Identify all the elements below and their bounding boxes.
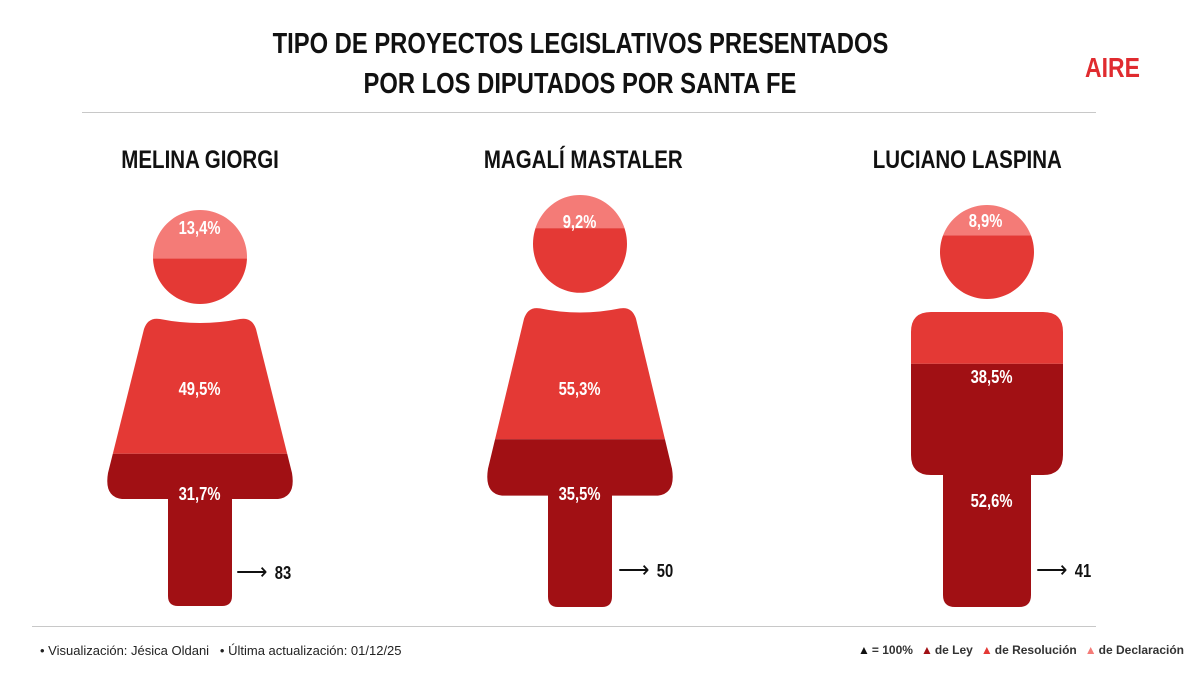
legend-resolucion: ▲ de Resolución <box>980 643 1077 657</box>
footer: • Visualización: Jésica Oldani • Última … <box>40 643 402 658</box>
ley-segment <box>107 453 293 606</box>
ley-label: 35,5% <box>559 484 601 504</box>
bottom-divider <box>32 626 1096 627</box>
resolucion-label: 49,5% <box>179 379 221 399</box>
total-count: ⟶ 50 <box>618 557 673 582</box>
legend: ▲ = 100% ▲ de Ley ▲ de Resolución ▲ de Decla… <box>858 643 1184 657</box>
person-name: LUCIANO LASPINA <box>872 146 1062 174</box>
resolucion-label: 38,5% <box>971 367 1013 387</box>
person-icon: ▲ <box>858 643 870 657</box>
credit: • Visualización: Jésica Oldani <box>40 643 210 658</box>
resolucion-segment <box>487 228 673 440</box>
legend-ley: ▲ de Ley <box>920 643 973 657</box>
ley-label: 52,6% <box>971 491 1013 511</box>
title-line-2: POR LOS DIPUTADOS POR SANTA FE <box>363 68 797 100</box>
declaracion-label: 8,9% <box>969 211 1003 231</box>
person-icon: ▲ <box>1084 643 1097 657</box>
aire-logo: AIRE <box>1084 52 1140 83</box>
ley-segment <box>487 439 673 608</box>
person-icon: ▲ <box>920 643 933 657</box>
top-divider <box>82 112 1096 113</box>
person-figure <box>911 205 1063 607</box>
person-figure <box>107 210 293 606</box>
title-line-1: TIPO DE PROYECTOS LEGISLATIVOS PRESENTAD… <box>272 28 888 60</box>
person-name: MELINA GIORGI <box>121 146 279 174</box>
resolucion-segment <box>911 235 1063 364</box>
total-count: ⟶ 41 <box>1036 557 1091 582</box>
person-figure <box>487 194 673 608</box>
resolucion-label: 55,3% <box>559 379 601 399</box>
legend-declaracion: ▲ de Declaración <box>1084 643 1185 657</box>
total-count: ⟶ 83 <box>236 559 291 584</box>
legend-full: ▲ = 100% <box>858 643 913 657</box>
ley-label: 31,7% <box>179 484 221 504</box>
resolucion-segment <box>107 258 293 454</box>
person-name: MAGALÍ MASTALER <box>483 146 683 174</box>
declaracion-label: 13,4% <box>179 218 221 238</box>
person-icon: ▲ <box>980 643 993 657</box>
declaracion-label: 9,2% <box>563 212 597 232</box>
last-updated: • Última actualización: 01/12/25 <box>219 643 402 658</box>
